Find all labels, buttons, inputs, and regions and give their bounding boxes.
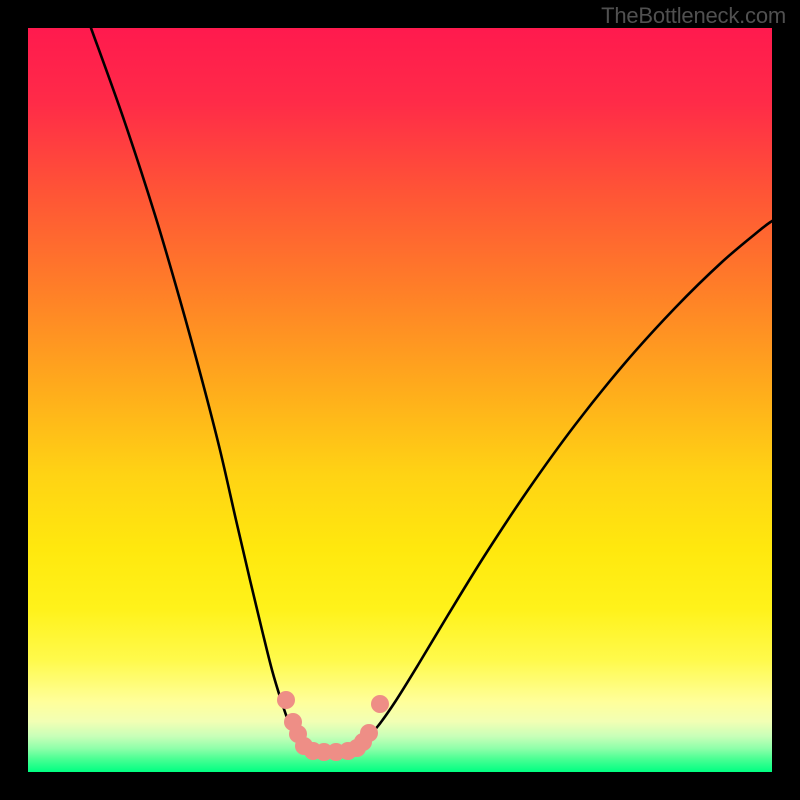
chart-svg <box>0 0 800 800</box>
data-point <box>277 691 295 709</box>
data-point <box>371 695 389 713</box>
watermark-text: TheBottleneck.com <box>601 3 786 29</box>
chart-root: TheBottleneck.com <box>0 0 800 800</box>
data-point <box>360 724 378 742</box>
